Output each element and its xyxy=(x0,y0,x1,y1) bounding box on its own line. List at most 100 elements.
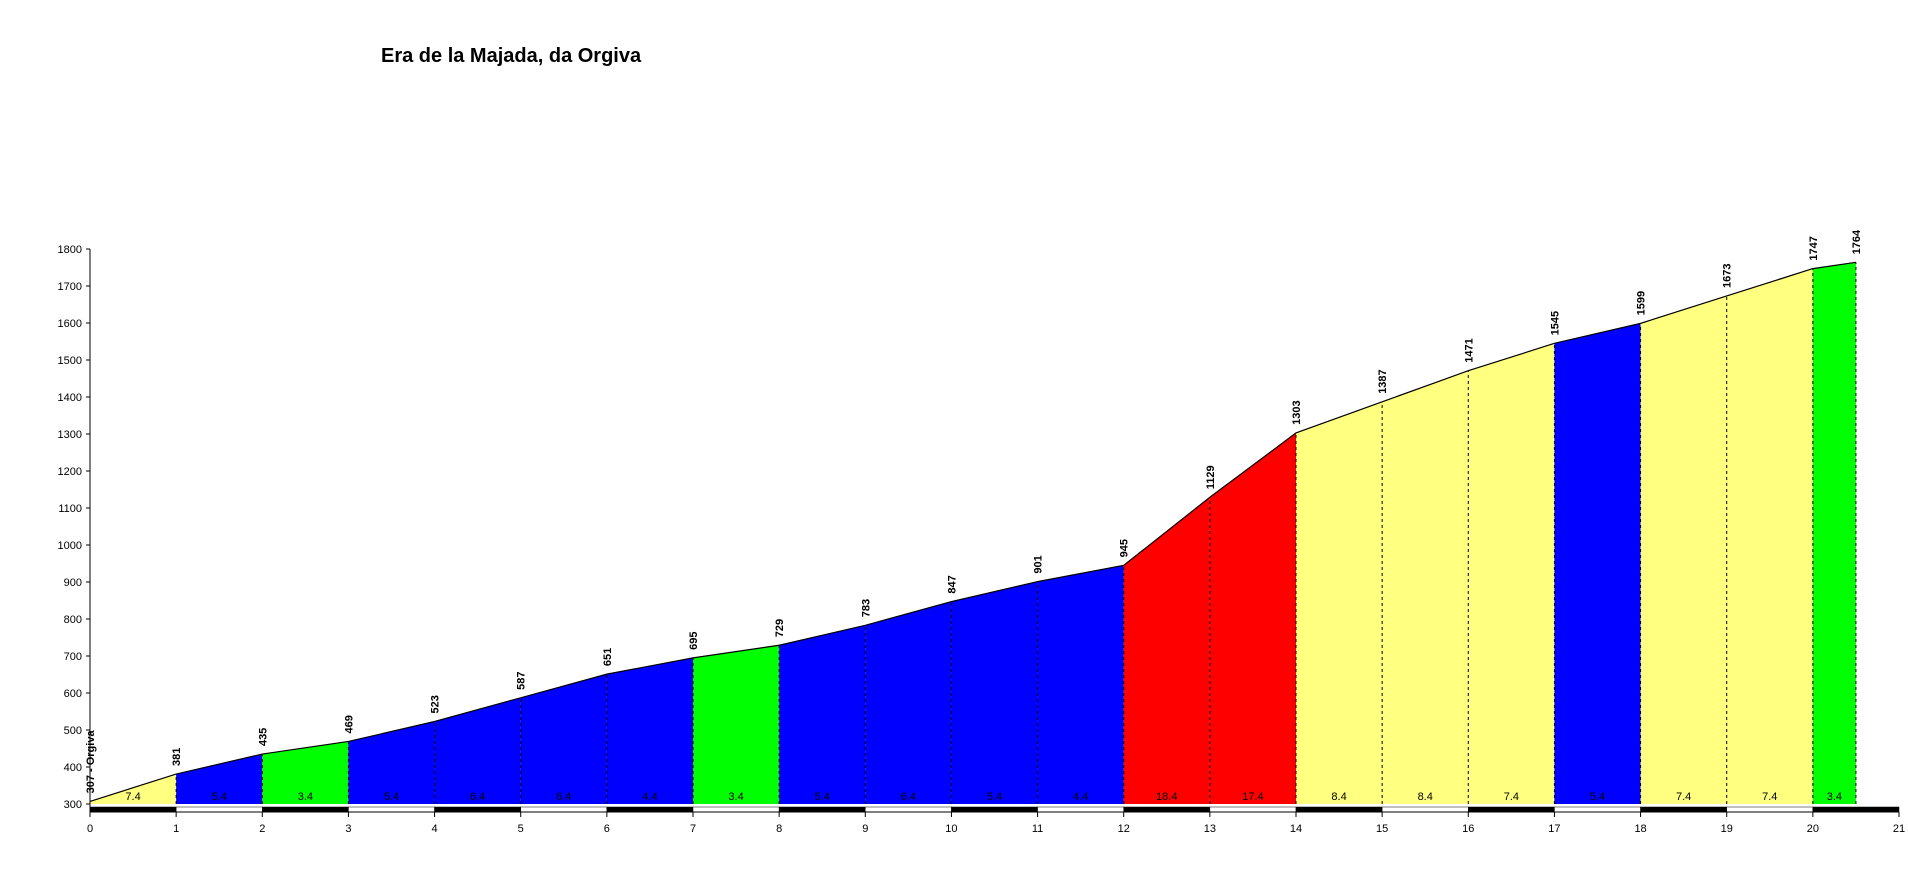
strip xyxy=(1295,806,1383,813)
elevation-label: 1545 xyxy=(1549,311,1561,335)
gradient-label: 8.4 xyxy=(1331,791,1346,803)
x-tick-label: 10 xyxy=(945,823,957,835)
segment xyxy=(1640,295,1727,804)
segment xyxy=(262,741,349,804)
chart-title: Era de la Majada, da Orgiva xyxy=(381,45,642,67)
gradient-label: 7.4 xyxy=(125,791,140,803)
x-tick-label: 4 xyxy=(432,823,438,835)
strip xyxy=(778,806,866,813)
elevation-label: 695 xyxy=(688,631,700,649)
y-tick-label: 1500 xyxy=(58,355,82,367)
segment xyxy=(90,774,177,804)
strip xyxy=(1123,806,1211,813)
elevation-label: 1747 xyxy=(1808,236,1820,260)
segment xyxy=(1468,343,1555,804)
segment xyxy=(1812,262,1856,804)
gradient-label: 5.4 xyxy=(212,791,227,803)
strip xyxy=(1381,806,1469,813)
strip xyxy=(1037,806,1124,813)
gradient-label: 5.4 xyxy=(987,791,1002,803)
y-tick-label: 600 xyxy=(64,688,82,700)
elevation-label: 783 xyxy=(860,599,872,617)
gradient-label: 18.4 xyxy=(1156,791,1177,803)
elevation-label: 1129 xyxy=(1205,465,1217,489)
segment xyxy=(1554,323,1641,804)
strip xyxy=(434,806,521,813)
segment xyxy=(951,581,1038,804)
segment xyxy=(1209,432,1296,804)
y-tick-label: 1000 xyxy=(58,540,82,552)
strip xyxy=(692,806,780,813)
y-tick-label: 800 xyxy=(64,614,82,626)
y-tick-label: 500 xyxy=(64,725,82,737)
y-tick-label: 300 xyxy=(64,799,82,811)
x-tick-label: 1 xyxy=(173,823,179,835)
elevation-label: 847 xyxy=(946,575,958,593)
gradient-label: 4.4 xyxy=(642,791,657,803)
segment xyxy=(779,625,866,804)
gradient-label: 3.4 xyxy=(728,791,743,803)
x-tick-label: 13 xyxy=(1204,823,1216,835)
gradient-label: 7.4 xyxy=(1504,791,1519,803)
gradient-label: 3.4 xyxy=(298,791,313,803)
segment xyxy=(176,754,263,804)
y-tick-label: 400 xyxy=(64,762,82,774)
x-tick-label: 19 xyxy=(1721,823,1733,835)
strip xyxy=(1640,806,1727,813)
segment xyxy=(1382,370,1469,804)
elevation-label: 381 xyxy=(171,748,183,766)
x-tick-label: 11 xyxy=(1032,823,1043,835)
segment xyxy=(1296,401,1383,804)
gradient-label: 6.4 xyxy=(901,791,916,803)
elevation-label: 587 xyxy=(516,671,528,689)
segment xyxy=(1123,497,1210,804)
x-tick-label: 18 xyxy=(1634,823,1646,835)
x-tick-label: 8 xyxy=(776,823,782,835)
elevation-label: 651 xyxy=(602,648,614,666)
elevation-label: 1387 xyxy=(1377,369,1389,393)
y-tick-label: 700 xyxy=(64,651,82,663)
x-tick-label: 2 xyxy=(259,823,265,835)
gradient-label: 17.4 xyxy=(1242,791,1263,803)
x-tick-label: 20 xyxy=(1807,823,1819,835)
y-tick-label: 1400 xyxy=(58,392,82,404)
y-tick-label: 1300 xyxy=(58,429,82,441)
gradient-label: 8.4 xyxy=(1418,791,1433,803)
x-tick-label: 16 xyxy=(1462,823,1474,835)
x-tick-label: 5 xyxy=(518,823,524,835)
y-tick-label: 900 xyxy=(64,577,82,589)
y-tick-label: 1200 xyxy=(58,466,82,478)
y-tick-label: 1100 xyxy=(58,503,82,515)
x-tick-label: 3 xyxy=(345,823,351,835)
gradient-label: 5.4 xyxy=(384,791,399,803)
segment xyxy=(348,721,435,804)
segment xyxy=(1037,565,1124,804)
strip xyxy=(348,806,435,813)
elevation-label: 1471 xyxy=(1463,338,1475,362)
segment xyxy=(434,697,521,804)
y-tick-label: 1700 xyxy=(58,281,82,293)
strip xyxy=(262,806,349,813)
x-tick-label: 17 xyxy=(1548,823,1560,835)
x-tick-label: 12 xyxy=(1118,823,1130,835)
elevation-label: 901 xyxy=(1033,555,1045,573)
strip xyxy=(1468,806,1555,813)
elevation-label: 1599 xyxy=(1636,291,1648,315)
y-tick-label: 1600 xyxy=(58,318,82,330)
elevation-label: 729 xyxy=(774,619,786,637)
strip xyxy=(606,806,694,813)
elevation-label: 307 - Orgiva xyxy=(85,730,97,794)
elevation-label: 945 xyxy=(1119,539,1131,557)
gradient-label: 7.4 xyxy=(1762,791,1777,803)
segment xyxy=(865,601,952,804)
strip xyxy=(951,806,1038,813)
gradient-label: 5.4 xyxy=(815,791,830,803)
x-tick-label: 14 xyxy=(1290,823,1302,835)
strip xyxy=(1726,806,1814,813)
x-tick-label: 15 xyxy=(1376,823,1388,835)
gradient-label: 7.4 xyxy=(1676,791,1691,803)
elevation-label: 435 xyxy=(257,728,269,746)
elevation-label: 1764 xyxy=(1851,229,1863,254)
gradient-label: 5.4 xyxy=(1590,791,1605,803)
